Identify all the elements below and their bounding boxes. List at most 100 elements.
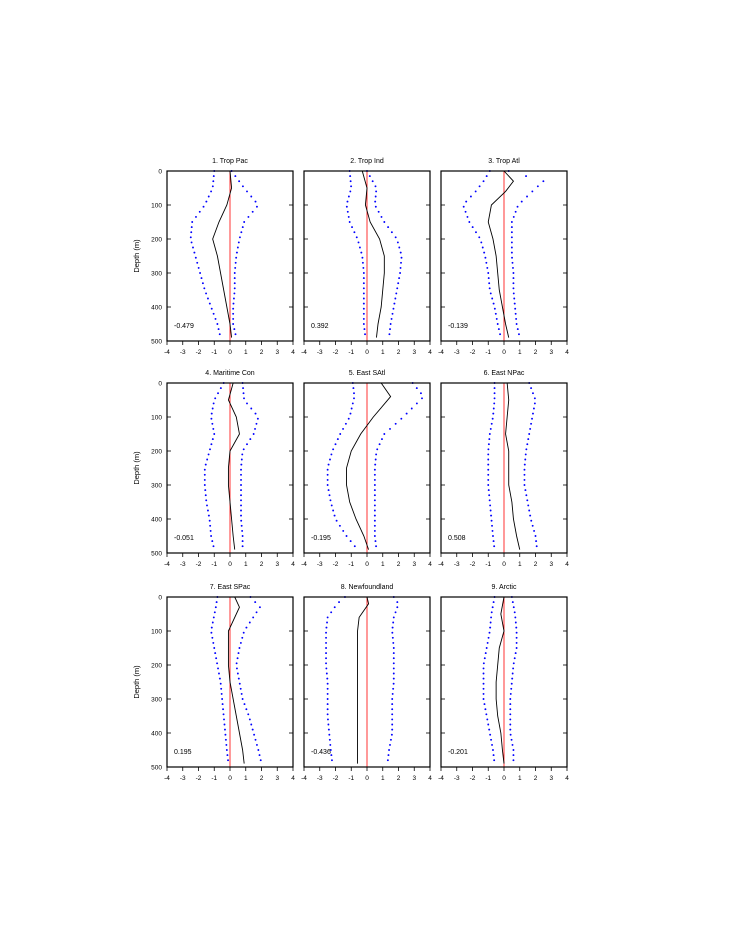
x-tick-label: 4: [291, 561, 295, 568]
bound-point: [509, 708, 512, 711]
bound-point: [511, 601, 514, 604]
bound-point: [386, 759, 389, 762]
x-tick-label: 0: [365, 775, 369, 782]
bound-point: [525, 494, 528, 497]
y-tick-label: 0: [158, 380, 162, 387]
bound-point: [191, 221, 194, 223]
bound-point: [342, 427, 345, 430]
bound-point: [240, 524, 243, 527]
panel-4: 4. Maritime Con -4 -3 -2 -1 0 1 2 3 4 0 100 200 300 40…: [132, 370, 295, 568]
panel-3: 3. Trop Atl -4 -3 -2 -1 0 1 2 3 4 -0.139: [438, 158, 569, 356]
x-tick-label: -3: [180, 349, 186, 356]
bound-point: [373, 514, 376, 517]
bound-point: [218, 677, 221, 680]
bound-point: [374, 458, 377, 461]
x-tick-label: 1: [244, 561, 248, 568]
bound-point: [233, 328, 236, 331]
bound-point: [240, 463, 243, 466]
bound-point: [400, 256, 403, 259]
x-tick-label: -3: [454, 775, 460, 782]
bound-point: [202, 205, 205, 208]
x-tick-label: 0: [228, 775, 232, 782]
bound-point: [487, 489, 490, 492]
bound-point: [328, 738, 331, 741]
bound-point: [491, 417, 494, 420]
bound-point: [236, 246, 239, 249]
bound-point: [515, 647, 518, 649]
bound-point: [481, 246, 484, 249]
bound-point: [327, 723, 330, 726]
bound-point: [224, 738, 227, 741]
bound-point: [493, 392, 496, 395]
bound-point: [238, 180, 241, 183]
bound-point: [332, 448, 335, 451]
bound-point: [329, 743, 332, 746]
bound-point: [523, 478, 526, 481]
bound-point: [487, 458, 490, 461]
bound-point: [212, 427, 215, 430]
bound-point: [215, 657, 218, 660]
bound-point: [250, 407, 253, 410]
bound-point: [510, 226, 513, 229]
bound-point: [493, 387, 496, 390]
bound-point: [242, 631, 245, 634]
x-tick-label: -1: [348, 349, 354, 356]
series-mean-line: [212, 170, 233, 338]
bound-point: [396, 287, 399, 290]
x-tick-label: -1: [485, 775, 491, 782]
x-tick-label: -1: [485, 349, 491, 356]
bound-point: [336, 438, 339, 441]
bound-point: [241, 535, 244, 537]
bound-point: [326, 687, 329, 690]
x-tick-label: -2: [470, 775, 476, 782]
x-tick-label: -1: [211, 561, 217, 568]
bound-point: [254, 427, 256, 430]
bound-point: [362, 282, 365, 285]
series-lower-bound: [345, 170, 366, 336]
bound-point: [487, 468, 490, 471]
bound-point: [357, 241, 360, 244]
panel-8: 8. Newfoundland -4 -3 -2 -1 0 1 2 3 4 -0.436: [301, 584, 432, 782]
bound-point: [526, 499, 529, 502]
bound-point: [220, 687, 223, 690]
bound-point: [353, 545, 356, 548]
bound-point: [254, 738, 257, 741]
bound-point: [485, 713, 488, 716]
y-tick-label: 200: [151, 448, 162, 455]
bound-point: [487, 484, 490, 486]
bound-point: [232, 302, 235, 305]
bound-point: [516, 205, 519, 208]
bound-point: [375, 190, 378, 193]
y-tick-label: 0: [158, 594, 162, 601]
bound-point: [232, 307, 235, 310]
bound-point: [390, 733, 393, 736]
series-mean-line: [505, 382, 521, 550]
bound-point: [326, 703, 329, 706]
bound-point: [362, 297, 365, 300]
bound-point: [326, 718, 329, 721]
series-lower-bound: [482, 596, 496, 762]
bound-point: [509, 703, 512, 706]
panel-frame: [440, 382, 568, 554]
x-tick-label: 1: [381, 561, 385, 568]
bound-point: [233, 272, 236, 274]
bound-point: [392, 307, 395, 310]
bound-point: [241, 185, 244, 188]
bound-point: [375, 545, 378, 548]
bound-point: [200, 277, 203, 280]
bound-point: [206, 458, 209, 461]
bound-point: [529, 427, 532, 430]
bound-point: [530, 519, 533, 522]
bound-point: [510, 246, 513, 249]
bound-point: [329, 749, 332, 751]
bound-point: [478, 236, 481, 239]
bound-point: [237, 677, 240, 680]
bound-point: [510, 687, 513, 690]
bound-point: [509, 733, 512, 736]
bound-point: [326, 621, 328, 624]
y-tick-label: 500: [151, 764, 162, 771]
x-tick-label: 2: [397, 775, 401, 782]
bound-point: [462, 205, 465, 208]
bound-point: [515, 636, 518, 639]
bound-point: [240, 509, 242, 512]
